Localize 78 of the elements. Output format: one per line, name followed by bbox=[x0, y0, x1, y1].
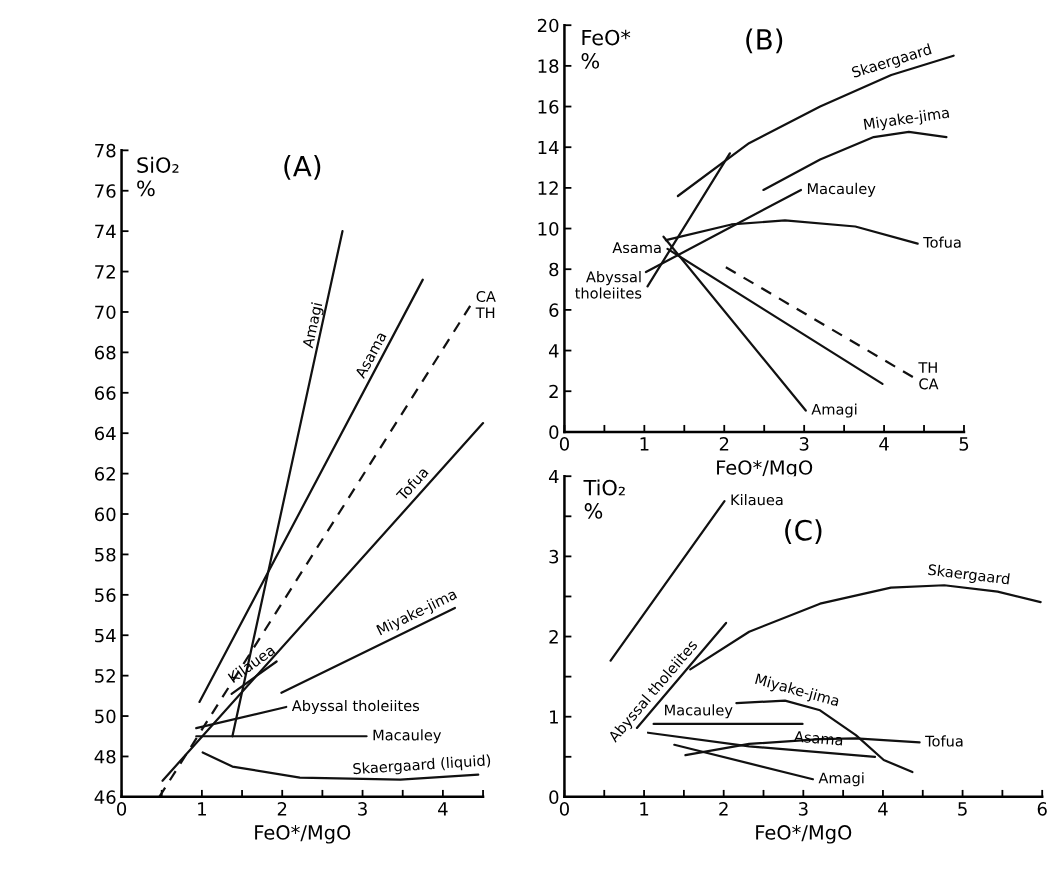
y-tick-label: 60 bbox=[94, 507, 116, 522]
x-tick-label: 4 bbox=[878, 802, 888, 816]
text: Miyake-jima bbox=[863, 106, 950, 133]
text: Amagi bbox=[301, 302, 326, 350]
x-tick-label: 0 bbox=[117, 802, 127, 816]
x-tick-label: 1 bbox=[640, 437, 649, 451]
y-tick-label: 66 bbox=[94, 386, 116, 400]
series-label: Amagi bbox=[811, 403, 857, 418]
y-tick-label: 52 bbox=[95, 669, 115, 683]
series-label: Asama bbox=[612, 242, 661, 254]
y-tick-label: 50 bbox=[95, 709, 116, 724]
series-label: Kilauea bbox=[731, 494, 783, 506]
series-label: Macauley bbox=[373, 729, 442, 744]
y-tick-label: 70 bbox=[95, 305, 116, 320]
y-tick-label: 46 bbox=[94, 790, 116, 804]
chart-title: (B) bbox=[746, 28, 783, 54]
y-tick-label: 14 bbox=[538, 140, 559, 155]
y-tick-label: 2 bbox=[549, 384, 558, 399]
text: Skaergaard bbox=[927, 563, 1010, 588]
y-tick-label: 54 bbox=[95, 628, 116, 643]
y-tick-label: 56 bbox=[95, 588, 116, 602]
y-axis-title: SiO₂ % bbox=[137, 156, 179, 197]
series-label: Tofua bbox=[925, 735, 963, 747]
series-label: Abyssal tholeiites bbox=[291, 699, 420, 715]
y-tick-label: 58 bbox=[95, 547, 116, 562]
y-tick-label: 0 bbox=[549, 425, 559, 440]
y-axis-title: TiO₂ % bbox=[583, 479, 625, 519]
series-label: Macauley bbox=[665, 704, 733, 719]
y-tick-label: 4 bbox=[548, 469, 559, 484]
x-tick-label: 4 bbox=[879, 437, 889, 451]
y-tick-label: 6 bbox=[549, 303, 559, 317]
x-axis-title: FeO*/MgO bbox=[717, 460, 813, 479]
series-label: CA TH bbox=[475, 290, 496, 319]
y-tick-label: 68 bbox=[94, 345, 116, 360]
y-tick-label: 20 bbox=[537, 18, 559, 33]
y-tick-label: 78 bbox=[95, 143, 116, 158]
series-label: TH CA bbox=[918, 362, 939, 390]
y-tick-label: 2 bbox=[549, 630, 558, 644]
series-label: Asama bbox=[793, 730, 843, 746]
y-tick-label: 1 bbox=[550, 710, 558, 724]
series-label: Macauley bbox=[807, 182, 876, 197]
x-tick-label: 3 bbox=[358, 802, 367, 816]
x-tick-label: 5 bbox=[958, 802, 967, 816]
x-axis-title: FeO*/MgO bbox=[255, 825, 351, 844]
y-tick-label: 12 bbox=[538, 181, 558, 195]
x-tick-label: 2 bbox=[277, 802, 287, 816]
x-tick-label: 4 bbox=[438, 802, 448, 816]
x-tick-label: 0 bbox=[559, 802, 569, 816]
x-tick-label: 3 bbox=[799, 437, 809, 451]
series-label: Skaergaard (liquid) bbox=[353, 754, 491, 778]
x-tick-label: 2 bbox=[719, 802, 728, 816]
x-tick-label: 2 bbox=[719, 437, 729, 451]
y-tick-label: 16 bbox=[538, 100, 559, 114]
y-tick-label: 76 bbox=[95, 184, 116, 198]
series-label: Amagi bbox=[818, 772, 864, 787]
y-tick-label: 74 bbox=[95, 224, 116, 239]
y-tick-label: 48 bbox=[94, 749, 116, 764]
series-label: Tofua bbox=[923, 236, 961, 248]
x-tick-label: 1 bbox=[198, 802, 206, 816]
chart-title: (A) bbox=[284, 155, 321, 180]
x-tick-label: 6 bbox=[1037, 802, 1047, 816]
y-tick-label: 62 bbox=[94, 467, 115, 481]
x-tick-label: 5 bbox=[959, 437, 969, 451]
y-tick-label: 8 bbox=[549, 262, 559, 277]
x-axis-title: FeO*/MgO bbox=[756, 825, 852, 844]
y-tick-label: 10 bbox=[538, 222, 559, 236]
y-tick-label: 72 bbox=[95, 265, 115, 279]
y-tick-label: 0 bbox=[549, 790, 559, 804]
y-tick-label: 3 bbox=[549, 549, 559, 564]
y-axis-title: FeO* % bbox=[581, 29, 631, 69]
x-tick-label: 0 bbox=[559, 437, 569, 451]
text: (C) bbox=[785, 519, 822, 545]
y-tick-label: 64 bbox=[94, 426, 116, 441]
y-tick-label: 4 bbox=[548, 344, 559, 358]
x-tick-label: 3 bbox=[798, 802, 808, 816]
y-tick-label: 18 bbox=[538, 59, 559, 73]
series-label: Abyssal tholeiites bbox=[575, 271, 642, 299]
x-tick-label: 1 bbox=[640, 802, 649, 816]
